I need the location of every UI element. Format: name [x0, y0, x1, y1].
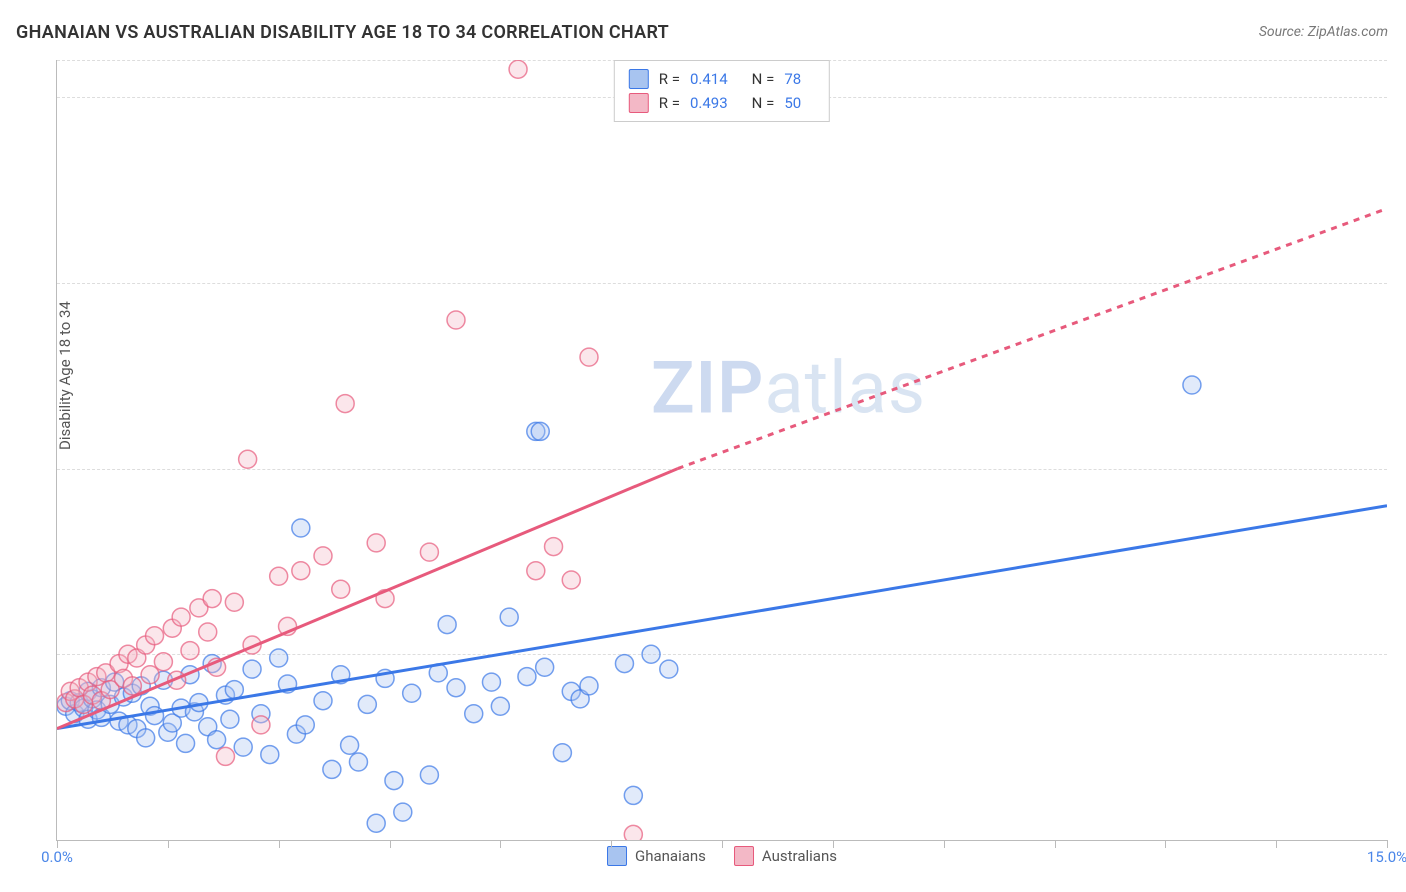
x-tick [722, 840, 723, 848]
legend-n-label: N = [752, 94, 775, 112]
plot-area: Disability Age 18 to 34 ZIPatlas R = 0.4… [56, 60, 1387, 841]
x-tick-label: 0.0% [41, 848, 73, 866]
x-tick [168, 840, 169, 848]
x-tick [279, 840, 280, 848]
chart-svg [57, 60, 1387, 840]
x-tick [1387, 840, 1388, 848]
legend-r-value: 0.414 [690, 70, 728, 88]
legend-r-label: R = [659, 70, 680, 88]
source-label: Source: ZipAtlas.com [1259, 24, 1388, 40]
legend-n-value: 78 [784, 70, 801, 88]
legend-row: R = 0.414 N = 78 [629, 67, 815, 91]
x-tick [1276, 840, 1277, 848]
legend-swatch-ghanaians [629, 69, 649, 89]
x-tick [944, 840, 945, 848]
legend-n-value: 50 [784, 94, 801, 112]
x-tick [500, 840, 501, 848]
legend-series: Ghanaians Australians [607, 846, 837, 866]
legend-swatch-ghanaians [607, 846, 627, 866]
x-tick-label: 15.0% [1367, 848, 1406, 866]
legend-correlation: R = 0.414 N = 78 R = 0.493 N = 50 [614, 60, 830, 122]
legend-r-value: 0.493 [690, 94, 728, 112]
x-tick [833, 840, 834, 848]
legend-swatch-australians [734, 846, 754, 866]
x-tick [611, 840, 612, 848]
x-tick [57, 840, 58, 848]
legend-row: R = 0.493 N = 50 [629, 91, 815, 115]
legend-r-label: R = [659, 94, 680, 112]
legend-item-australians: Australians [734, 846, 837, 866]
legend-label: Ghanaians [635, 847, 706, 865]
legend-swatch-australians [629, 93, 649, 113]
legend-item-ghanaians: Ghanaians [607, 846, 706, 866]
legend-label: Australians [762, 847, 837, 865]
chart-title: GHANAIAN VS AUSTRALIAN DISABILITY AGE 18… [16, 22, 669, 43]
x-tick [390, 840, 391, 848]
legend-n-label: N = [752, 70, 775, 88]
x-tick [1165, 840, 1166, 848]
x-tick [1055, 840, 1056, 848]
